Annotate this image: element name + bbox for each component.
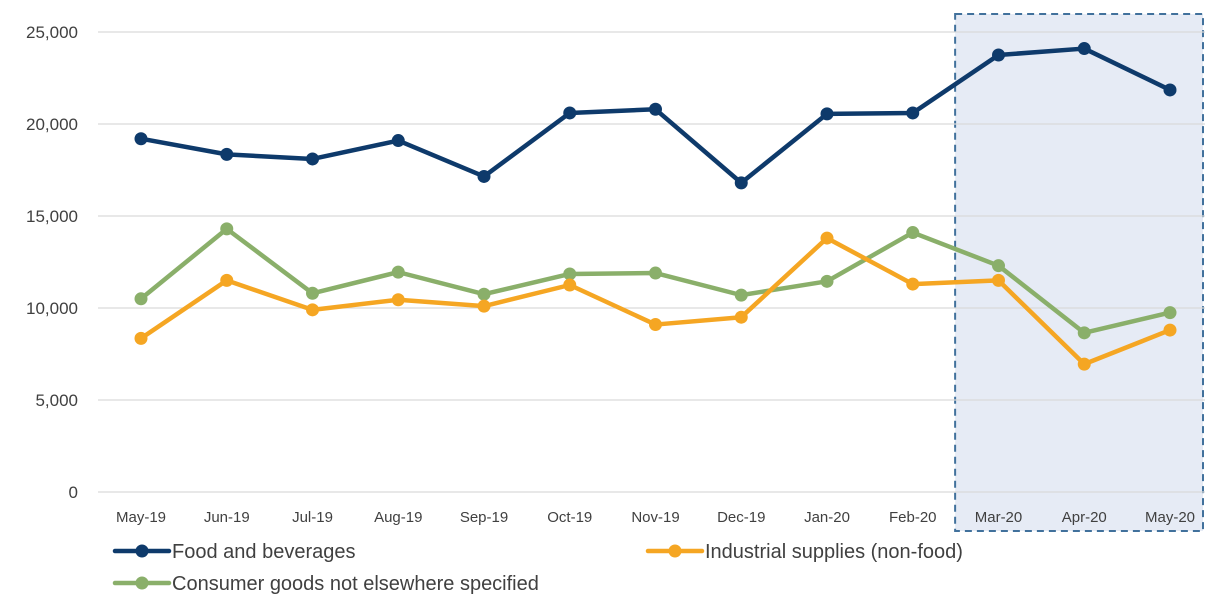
data-point — [1077, 42, 1091, 56]
data-point — [477, 299, 491, 313]
y-tick-label: 15,000 — [26, 207, 78, 226]
x-tick-label: Feb-20 — [889, 509, 937, 526]
x-tick-label: Jun-19 — [204, 509, 250, 526]
gridlines — [98, 31, 1205, 493]
legend-label: Food and beverages — [172, 541, 355, 563]
data-point — [734, 310, 748, 324]
data-point — [134, 292, 148, 306]
data-point — [992, 259, 1005, 273]
data-point — [477, 287, 491, 301]
data-point — [734, 288, 748, 302]
y-tick-label: 0 — [69, 483, 78, 502]
data-point — [391, 293, 405, 307]
data-point — [306, 286, 319, 300]
data-point — [1077, 357, 1091, 371]
y-tick-label: 25,000 — [26, 23, 78, 42]
y-tick-label: 20,000 — [26, 115, 78, 134]
x-tick-label: Sep-19 — [460, 509, 508, 526]
data-point — [220, 222, 234, 236]
data-point — [992, 273, 1005, 287]
x-tick-label: Mar-20 — [975, 509, 1023, 526]
legend-swatch-marker — [135, 576, 149, 590]
data-point — [220, 273, 234, 287]
data-point — [820, 274, 834, 288]
series — [134, 231, 1177, 371]
x-tick-label: Dec-19 — [717, 509, 765, 526]
data-point — [734, 176, 748, 190]
data-point — [563, 267, 577, 281]
data-point — [306, 152, 319, 166]
data-point — [477, 169, 491, 183]
data-point — [1163, 306, 1177, 320]
data-point — [906, 106, 920, 120]
series — [134, 42, 1177, 190]
data-point — [1163, 83, 1177, 97]
data-point — [649, 102, 662, 116]
legend-item: Industrial supplies (non-food) — [645, 541, 963, 563]
x-tick-label: Aug-19 — [374, 509, 422, 526]
data-point — [391, 265, 405, 279]
data-point — [649, 318, 662, 332]
data-point — [992, 48, 1005, 62]
data-point — [306, 303, 319, 317]
legend-swatch-marker — [135, 544, 149, 558]
x-tick-label: Jul-19 — [292, 509, 333, 526]
data-point — [906, 226, 920, 240]
x-tick-label: Oct-19 — [547, 509, 592, 526]
legend: Food and beverages Industrial supplies (n… — [112, 541, 963, 595]
data-point — [1077, 326, 1091, 340]
x-tick-label: Jan-20 — [804, 509, 850, 526]
data-point — [220, 147, 234, 161]
y-tick-label: 5,000 — [35, 391, 78, 410]
legend-label: Industrial supplies (non-food) — [705, 541, 963, 563]
y-axis-ticks: 0 5,000 10,000 15,000 20,000 25,000 — [26, 23, 78, 502]
highlight-box — [954, 13, 1204, 532]
data-point — [820, 107, 834, 121]
data-point — [1163, 323, 1177, 337]
legend-item: Food and beverages — [112, 541, 355, 563]
data-point — [906, 277, 920, 291]
data-point — [563, 106, 577, 120]
data-point — [563, 278, 577, 292]
series-group — [134, 42, 1177, 371]
x-tick-label: May-19 — [116, 509, 166, 526]
data-point — [820, 231, 834, 245]
x-tick-label: May-20 — [1145, 509, 1195, 526]
y-tick-label: 10,000 — [26, 299, 78, 318]
x-axis-ticks: May-19 Jun-19 Jul-19 Aug-19 Sep-19 Oct-19 Nov-… — [116, 509, 1195, 526]
data-point — [134, 132, 148, 146]
data-point — [649, 266, 662, 280]
x-tick-label: Apr-20 — [1062, 509, 1107, 526]
data-point — [391, 134, 405, 148]
x-tick-label: Nov-19 — [631, 509, 679, 526]
highlight-region — [954, 13, 1204, 532]
data-point — [134, 331, 148, 345]
legend-swatch-marker — [668, 544, 682, 558]
legend-label: Consumer goods not elsewhere specified — [172, 573, 539, 595]
legend-item: Consumer goods not elsewhere specified — [112, 573, 539, 595]
series — [134, 222, 1177, 340]
